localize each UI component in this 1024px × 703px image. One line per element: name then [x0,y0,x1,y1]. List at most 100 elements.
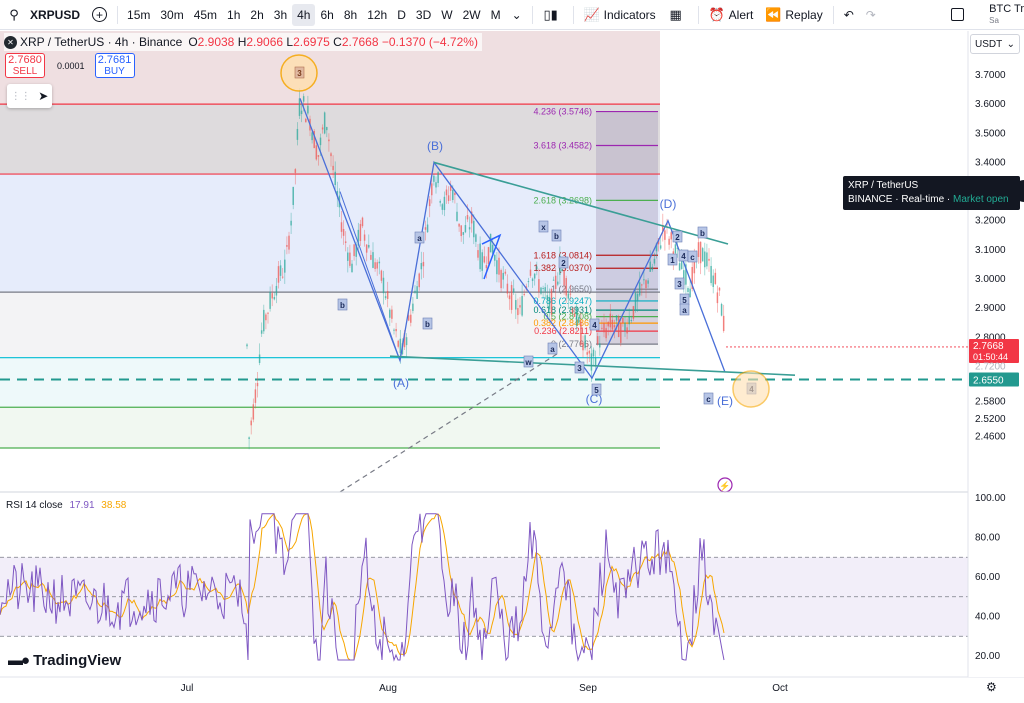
fullscreen-icon[interactable] [951,8,964,21]
candle-body [279,265,282,276]
wave-box-label-12: 5 [682,296,687,305]
candle-body [599,343,601,348]
rsi-tick: 40.00 [975,612,1000,623]
wave-label-3: (D) [660,197,677,211]
timeframe-2w[interactable]: 2W [462,7,481,22]
rsi-tick: 20.00 [975,651,1000,662]
candle-body [500,270,502,289]
watchlist-peek[interactable]: BTC Tr Sa [989,3,1024,27]
candle-body [470,211,473,224]
replay-button[interactable]: ⏪ Replay [759,0,828,30]
candle-body [494,254,496,261]
wave-box-6 [523,355,534,368]
timeframe-dropdown[interactable]: ⌄ [506,0,528,30]
candle-body [636,293,639,301]
currency-select[interactable]: USDT ⌄ [970,34,1020,54]
cyan-zone [0,357,660,408]
candle-body [622,317,624,323]
drag-handle-icon[interactable]: ⋮⋮ [10,90,31,102]
candle-body [456,211,458,221]
candle-body [267,312,269,314]
candle-body [617,316,620,338]
wave-box-label-18: a [682,306,687,315]
wave-box-16 [687,250,698,263]
time-label-oct: Oct [772,683,788,694]
rsi-value: 17.91 [69,500,95,511]
timeframe-4h[interactable]: 4h [292,3,316,26]
candle-body [485,265,488,269]
candle-body [552,279,555,281]
undo-button[interactable]: ↶ [838,0,860,30]
xrp-logo-icon: ✕ [4,35,17,49]
compare-button[interactable]: + [86,0,113,30]
candle-body [706,252,708,267]
candle-body [355,244,357,257]
candle-body [529,269,532,276]
candle-body [632,306,635,319]
candle-body [548,296,551,310]
candle-body [603,323,605,333]
candle-body [464,225,467,233]
candle-body [670,232,672,240]
candle-body [628,316,630,325]
candle-body [340,222,343,232]
bar-countdown: 01:50:44 [973,352,1008,362]
candle-body [349,252,351,266]
candle-body [531,278,534,281]
timeframe-45m[interactable]: 45m [193,7,218,22]
indicators-label: Indicators [603,7,656,22]
candle-body [664,230,666,240]
candle-body [370,254,372,260]
open-value: 2.9038 [197,35,235,49]
candle-body [407,315,410,321]
chart-type-button[interactable]: ▯▮ [537,0,569,30]
floating-drawing-toolbar[interactable]: ⋮⋮ ➤ [7,84,52,108]
timeframe-d[interactable]: D [397,7,406,22]
timeframe-30m[interactable]: 30m [160,7,184,22]
sell-label: SELL [12,66,38,77]
indicators-icon: 📈 [583,6,600,22]
redo-button[interactable]: ↷ [860,0,882,30]
wave-box-label-11: 5 [594,386,599,395]
wave-box-11 [591,383,602,396]
sell-button[interactable]: 2.7680 SELL [5,53,45,78]
candle-body [580,321,582,346]
candle-body [321,127,324,130]
candle-body [435,182,437,188]
wave-label-4: (E) [717,394,733,408]
candle-body [634,292,637,311]
price-tick: 3.6000 [975,99,1006,110]
symbol-search[interactable]: ⚲ XRPUSD [0,0,86,30]
timeframe-6h[interactable]: 6h [320,7,334,22]
timeframe-2h[interactable]: 2h [250,7,264,22]
timeframe-12h[interactable]: 12h [367,7,388,22]
candle-body [439,201,441,203]
timeframe-15m[interactable]: 15m [127,7,151,22]
candle-body [479,243,481,270]
candle-body [359,223,362,242]
fib-label-5: 1 (2.9650) [551,284,592,294]
cursor-arrow-icon[interactable]: ➤ [38,89,49,103]
buy-button[interactable]: 2.7681 BUY [94,53,135,78]
price-tick: 2.8000 [975,332,1006,343]
tradingview-logo[interactable]: ▬● TradingView [8,652,121,669]
wave-box-2 [414,231,425,244]
alert-button[interactable]: ⏰ Alert [703,0,760,30]
wave-box-7 [547,342,558,355]
settings-gear-icon[interactable]: ⚙ [986,680,997,694]
timeframe-3h[interactable]: 3h [273,7,288,22]
fib-label-10: 0.236 (2.8211) [534,326,592,336]
timeframe-3d[interactable]: 3D [415,7,432,22]
candle-body [351,263,353,273]
timeframe-w[interactable]: W [441,7,453,22]
wave-box-8 [558,256,569,269]
timeframe-1h[interactable]: 1h [227,7,241,22]
layouts-button[interactable]: ▦ [662,0,694,30]
wave-box-10 [574,361,585,374]
wave-box-label-9: 4 [592,321,597,330]
indicators-button[interactable]: 📈 Indicators [578,0,662,30]
candle-body [399,338,402,354]
timeframe-m[interactable]: M [490,7,501,22]
timeframe-8h[interactable]: 8h [343,7,358,22]
